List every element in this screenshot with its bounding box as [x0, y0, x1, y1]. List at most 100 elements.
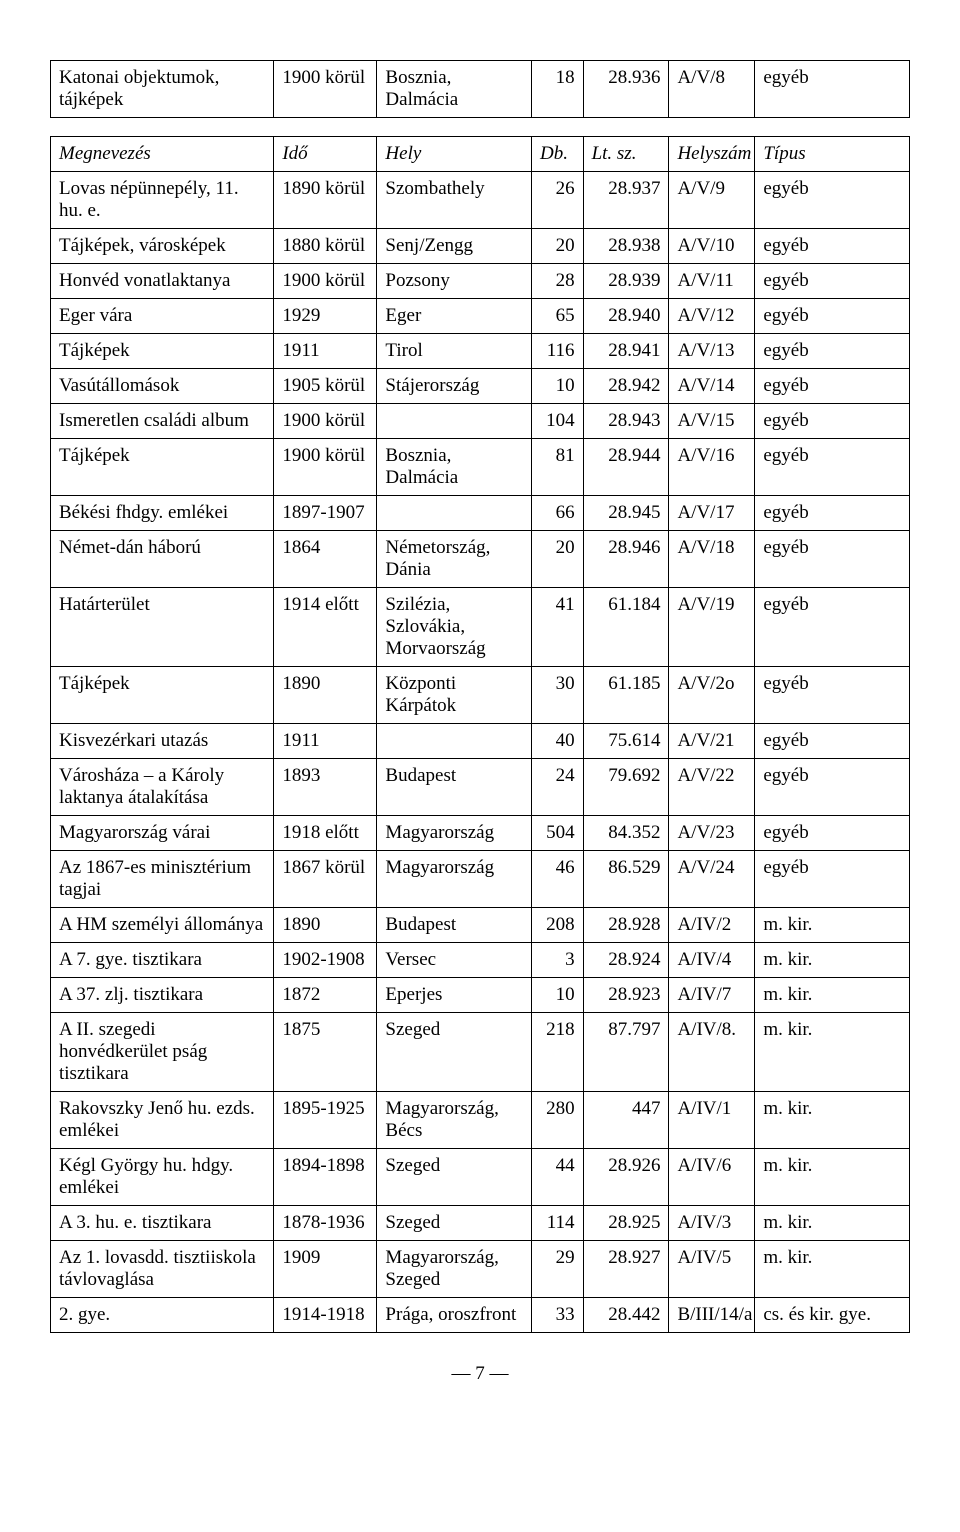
cell-hely: A/V/23	[669, 816, 755, 851]
cell-place	[377, 496, 532, 531]
table-row: Magyarország várai1918 előttMagyarország…	[51, 816, 910, 851]
col-hely: Helyszám	[669, 137, 755, 172]
cell-db: 504	[532, 816, 584, 851]
cell-db: 116	[532, 334, 584, 369]
cell-time: 1864	[274, 531, 377, 588]
cell-lt: 28.937	[583, 172, 669, 229]
cell-name: Békési fhdgy. emlékei	[51, 496, 274, 531]
cell-type: m. kir.	[755, 1092, 910, 1149]
cell-time: 1895-1925	[274, 1092, 377, 1149]
cell-lt: 28.944	[583, 439, 669, 496]
col-type: Típus	[755, 137, 910, 172]
cell-name: Kégl György hu. hdgy. emlékei	[51, 1149, 274, 1206]
cell-place: Szilézia, Szlovákia, Morvaország	[377, 588, 532, 667]
cell-hely: A/V/8	[669, 61, 755, 118]
table-row: Határterület1914 előttSzilézia, Szlováki…	[51, 588, 910, 667]
cell-type: egyéb	[755, 759, 910, 816]
cell-type: m. kir.	[755, 943, 910, 978]
cell-type: m. kir.	[755, 1241, 910, 1298]
cell-type: egyéb	[755, 334, 910, 369]
cell-lt: 28.923	[583, 978, 669, 1013]
col-lt: Lt. sz.	[583, 137, 669, 172]
cell-time: 1929	[274, 299, 377, 334]
cell-db: 66	[532, 496, 584, 531]
cell-lt: 28.936	[583, 61, 669, 118]
cell-hely: A/V/2o	[669, 667, 755, 724]
cell-time: 1905 körül	[274, 369, 377, 404]
cell-lt: 28.941	[583, 334, 669, 369]
cell-name: A 37. zlj. tisztikara	[51, 978, 274, 1013]
cell-name: Magyarország várai	[51, 816, 274, 851]
cell-lt: 28.942	[583, 369, 669, 404]
col-db: Db.	[532, 137, 584, 172]
cell-lt: 28.927	[583, 1241, 669, 1298]
cell-place: Szombathely	[377, 172, 532, 229]
cell-time: 1890	[274, 667, 377, 724]
table-header-row: Megnevezés Idő Hely Db. Lt. sz. Helyszám…	[51, 137, 910, 172]
cell-place: Bosznia, Dalmácia	[377, 61, 532, 118]
cell-name: Eger vára	[51, 299, 274, 334]
cell-hely: A/V/21	[669, 724, 755, 759]
cell-name: Tájképek, városképek	[51, 229, 274, 264]
cell-name: Honvéd vonatlaktanya	[51, 264, 274, 299]
cell-lt: 86.529	[583, 851, 669, 908]
cell-name: 2. gye.	[51, 1298, 274, 1333]
cell-place: Magyarország, Bécs	[377, 1092, 532, 1149]
table-row: A 37. zlj. tisztikara1872Eperjes1028.923…	[51, 978, 910, 1013]
cell-time: 1897-1907	[274, 496, 377, 531]
table-row: Kégl György hu. hdgy. emlékei1894-1898Sz…	[51, 1149, 910, 1206]
cell-time: 1911	[274, 724, 377, 759]
cell-time: 1900 körül	[274, 439, 377, 496]
cell-time: 1900 körül	[274, 264, 377, 299]
cell-time: 1911	[274, 334, 377, 369]
cell-lt: 28.938	[583, 229, 669, 264]
cell-place: Németország, Dánia	[377, 531, 532, 588]
cell-place: Budapest	[377, 908, 532, 943]
cell-hely: A/V/16	[669, 439, 755, 496]
cell-type: m. kir.	[755, 908, 910, 943]
cell-type: egyéb	[755, 588, 910, 667]
cell-hely: A/IV/6	[669, 1149, 755, 1206]
cell-name: Az 1. lovasdd. tisztiiskola távlovaglása	[51, 1241, 274, 1298]
cell-place: Szeged	[377, 1013, 532, 1092]
table-2: Megnevezés Idő Hely Db. Lt. sz. Helyszám…	[50, 136, 910, 1333]
table-row: A II. szegedi honvédkerület pság tisztik…	[51, 1013, 910, 1092]
cell-time: 1890 körül	[274, 172, 377, 229]
cell-lt: 28.926	[583, 1149, 669, 1206]
cell-lt: 28.442	[583, 1298, 669, 1333]
cell-name: Tájképek	[51, 334, 274, 369]
cell-time: 1878-1936	[274, 1206, 377, 1241]
cell-name: Kisvezérkari utazás	[51, 724, 274, 759]
cell-hely: A/IV/2	[669, 908, 755, 943]
cell-place: Prága, oroszfront	[377, 1298, 532, 1333]
cell-time: 1894-1898	[274, 1149, 377, 1206]
cell-type: m. kir.	[755, 1013, 910, 1092]
table-row: A HM személyi állománya1890Budapest20828…	[51, 908, 910, 943]
table-row: Lovas népünnepély, 11. hu. e.1890 körülS…	[51, 172, 910, 229]
cell-place: Magyarország	[377, 816, 532, 851]
cell-db: 20	[532, 531, 584, 588]
cell-type: egyéb	[755, 531, 910, 588]
cell-hely: A/V/15	[669, 404, 755, 439]
cell-hely: A/IV/3	[669, 1206, 755, 1241]
cell-name: Vasútállomások	[51, 369, 274, 404]
cell-place: Stájerország	[377, 369, 532, 404]
table-1: Katonai objektumok, tájképek1900 körülBo…	[50, 60, 910, 118]
cell-db: 3	[532, 943, 584, 978]
cell-type: egyéb	[755, 229, 910, 264]
cell-name: Az 1867-es minisztérium tagjai	[51, 851, 274, 908]
cell-name: Tájképek	[51, 667, 274, 724]
cell-lt: 28.946	[583, 531, 669, 588]
cell-name: A II. szegedi honvédkerület pság tisztik…	[51, 1013, 274, 1092]
cell-time: 1914 előtt	[274, 588, 377, 667]
table-row: Tájképek1911Tirol11628.941A/V/13egyéb	[51, 334, 910, 369]
cell-db: 46	[532, 851, 584, 908]
cell-db: 41	[532, 588, 584, 667]
cell-place: Magyarország, Szeged	[377, 1241, 532, 1298]
cell-type: egyéb	[755, 404, 910, 439]
table-row: Békési fhdgy. emlékei1897-19076628.945A/…	[51, 496, 910, 531]
cell-name: Ismeretlen családi album	[51, 404, 274, 439]
page-number: 7	[50, 1363, 910, 1385]
col-name: Megnevezés	[51, 137, 274, 172]
cell-lt: 28.943	[583, 404, 669, 439]
